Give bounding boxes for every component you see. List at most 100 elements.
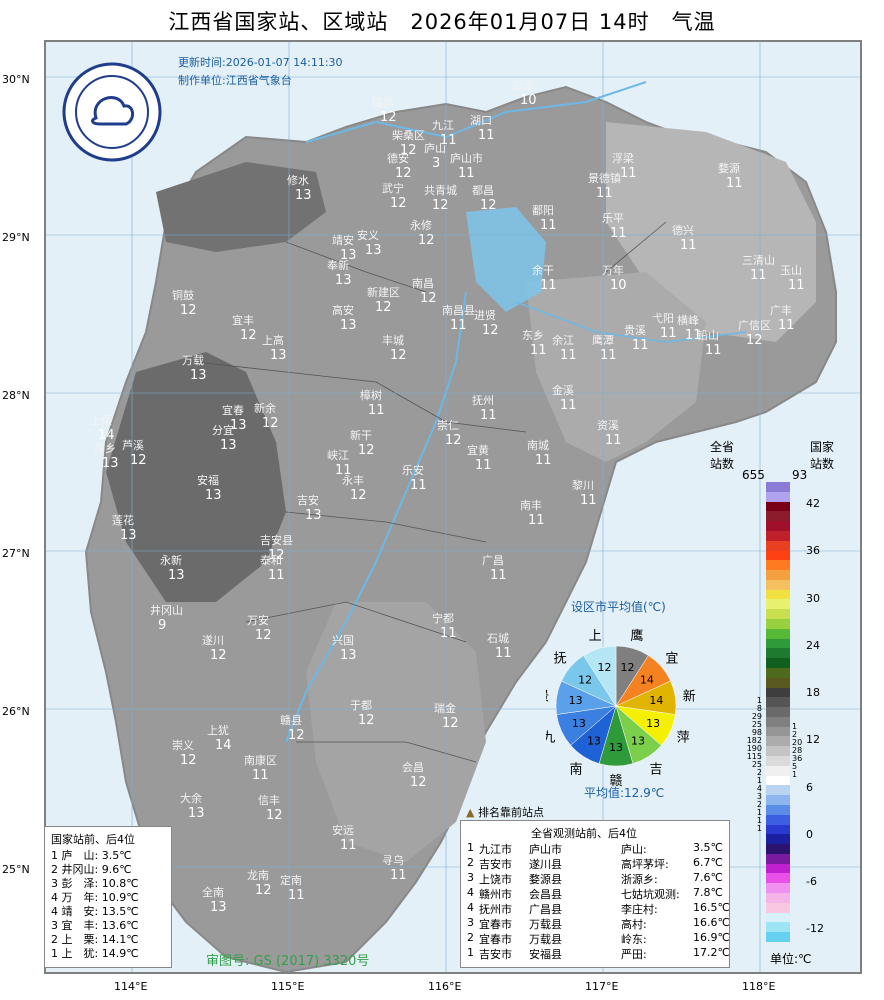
station-temperature: 11 [750,268,767,283]
pie-slice-city: 赣 [609,774,622,789]
pie-slice-city: 新 [683,688,696,704]
temperature-colorbar [766,482,790,943]
station-name: 余干 [532,264,554,277]
station-temperature: 11 [410,478,427,493]
station-temperature: 9 [158,618,167,633]
station-temperature: 13 [270,348,287,363]
colorbar-swatch [766,853,790,865]
colorbar-count-left: 2 [756,800,762,809]
station-temperature: 10 [520,93,537,108]
pie-average: 平均值:12.9℃ [584,786,665,800]
ranking-county: 万载县 [529,933,562,946]
colorbar-count-left: 8 [756,704,762,713]
colorbar-swatch [766,667,790,679]
map-canvas [46,42,860,972]
station-name: 崇义 [172,739,194,752]
station-name: 全南 [202,886,224,899]
colorbar-header-all: 全省站数 [709,440,734,471]
station-name: 兴国 [332,634,354,647]
station-temperature: 11 [596,186,613,201]
station-temperature: 13 [340,318,357,333]
colorbar-swatch [766,814,790,826]
station-name: 德兴 [672,224,694,237]
colorbar-swatch [766,912,790,923]
station-temperature: 13 [340,648,357,663]
ranking-county: 广昌县 [529,903,562,916]
station-name: 高安 [332,304,354,317]
pie-slice-city: 上 [589,629,602,644]
station-name: 芦溪 [122,439,144,452]
station-name: 南城 [527,439,549,452]
colorbar-swatch [766,609,790,620]
station-temperature: 12 [442,716,459,731]
station-name: 九江 [432,119,454,132]
station-temperature: 11 [475,458,492,473]
colorbar-count-left: 3 [756,792,762,801]
station-name: 永修 [410,219,432,232]
ranking-county: 会昌县 [529,888,562,901]
ranking-row: 1 庐 山: 3.5℃ [51,849,132,862]
ranking-val: 3.5℃ [693,841,723,854]
colorbar-count-left: 1 [756,816,762,825]
station-name: 婺源 [718,162,740,175]
pie-title: 设区市平均值(℃) [571,600,666,614]
station-name: 南丰 [520,499,542,512]
station-temperature: 12 [390,348,407,363]
map-title: 江西省国家站、区域站 2026年01月07日 14时 气温 [168,10,716,34]
ranking-val: 7.8℃ [693,886,723,899]
station-temperature: 12 [262,416,279,431]
ranking-county: 婺源县 [529,873,562,886]
station-name: 南康区 [244,754,277,767]
station-name: 弋阳 [652,312,674,325]
colorbar-tick: 12 [806,733,820,746]
station-temperature: 11 [580,493,597,508]
colorbar-swatch [766,902,790,914]
station-temperature: 12 [288,728,305,743]
station-temperature: 11 [778,318,795,333]
station-temperature: 12 [375,300,392,315]
station-name: 武宁 [382,182,404,195]
station-name: 鹰潭 [592,334,614,347]
pie-slice-city: 吉 [649,762,662,777]
station-name: 宁都 [432,612,454,625]
station-name: 广丰 [770,304,792,317]
pie-slice-city: 宜 [665,652,678,667]
colorbar-count-left: 4 [756,784,762,793]
station-name: 安福 [197,474,219,487]
graticule [46,42,860,972]
station-temperature: 11 [680,238,697,253]
colorbar-swatch [766,550,790,561]
ranking-site: 岭东: [621,933,647,946]
station-name: 东乡 [522,329,544,342]
ranking-city: 宜春市 [479,918,512,931]
station-temperature: 11 [490,568,507,583]
colorbar-swatch [766,521,790,532]
station-temperature: 12 [350,488,367,503]
station-name: 吉安 [297,494,319,507]
station-temperature: 12 [180,753,197,768]
update-time: 更新时间:2026-01-07 14:11:30 [178,56,343,69]
station-temperature: 11 [620,166,637,181]
station-temperature: 11 [495,646,512,661]
station-name: 宜春 [222,404,244,417]
ranking-title-all: 全省观测站前、后4位 [531,827,637,840]
colorbar-swatch [766,736,790,747]
pie-slice-city: 抚 [554,652,567,667]
longitude-label: 114°E [114,980,148,993]
ranking-rank: 3 [467,871,474,884]
station-temperature: 12 [418,233,435,248]
station-temperature: 11 [440,133,457,148]
colorbar-count-left: 115 [746,752,762,761]
ranking-city: 吉安市 [479,948,512,961]
dark-region-west [106,352,286,602]
colorbar-swatch [766,579,790,591]
longitude-label: 118°E [742,980,776,993]
station-temperature: 13 [205,488,222,503]
ranking-site: 浙源乡: [621,873,658,886]
station-name: 定南 [280,874,302,887]
station-name: 乐安 [402,464,424,477]
ranking-row: 3 宜 丰: 13.6℃ [51,919,139,932]
station-name: 赣县 [280,714,302,727]
station-name: 彭泽 [512,79,534,92]
longitude-label: 117°E [585,980,619,993]
